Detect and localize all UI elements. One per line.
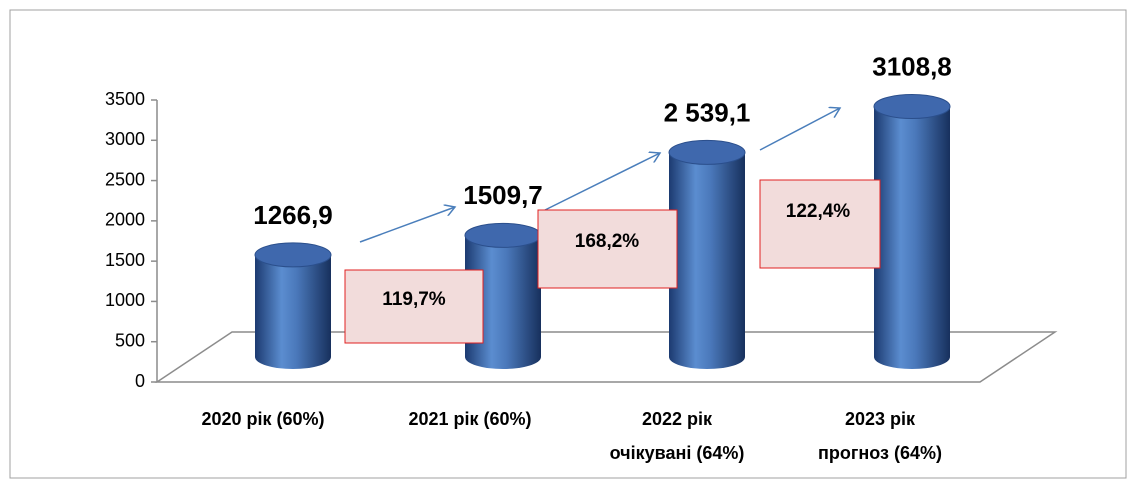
y-tick-label: 1000 — [105, 290, 145, 310]
arrow — [359, 207, 455, 243]
y-tick-label: 0 — [135, 371, 145, 391]
growth-label: 168,2% — [575, 231, 640, 252]
bar — [668, 139, 746, 369]
growth-label: 122,4% — [786, 201, 851, 222]
bar-body — [255, 254, 331, 369]
value-label: 3108,8 — [872, 51, 952, 81]
bar — [254, 242, 332, 369]
bar-top — [464, 222, 542, 248]
growth-label: 119,7% — [382, 289, 445, 310]
x-tick-label: 2021 рік (60%) — [408, 409, 531, 429]
bar-body — [874, 106, 950, 370]
growth-box — [344, 269, 484, 344]
arrow — [759, 108, 840, 151]
y-tick-label: 2500 — [105, 169, 145, 189]
bar-body — [669, 152, 745, 369]
x-tick-label: 2022 рік очікувані (64%) — [610, 409, 745, 463]
bar — [464, 222, 542, 369]
bar-top — [873, 94, 951, 120]
x-tick-label: 2023 рік прогноз (64%) — [818, 409, 942, 463]
frame — [9, 9, 1127, 479]
value-label: 2 539,1 — [664, 97, 751, 127]
x-tick-label: 2020 рік (60%) — [201, 409, 324, 429]
arrow — [544, 153, 660, 211]
floor — [154, 331, 1058, 383]
growth-box — [537, 209, 678, 289]
y-tick-label: 3500 — [105, 89, 145, 109]
value-label: 1266,9 — [253, 200, 333, 230]
y-tick-label: 500 — [115, 330, 145, 350]
growth-box — [759, 179, 881, 269]
value-label: 1509,7 — [463, 180, 543, 210]
bar-top — [254, 242, 332, 268]
bar — [873, 94, 951, 370]
y-tick-label: 1500 — [105, 250, 145, 270]
bar-body — [465, 235, 541, 369]
y-tick-label: 2000 — [105, 210, 145, 230]
bar-top — [668, 139, 746, 165]
y-tick-label: 3000 — [105, 129, 145, 149]
